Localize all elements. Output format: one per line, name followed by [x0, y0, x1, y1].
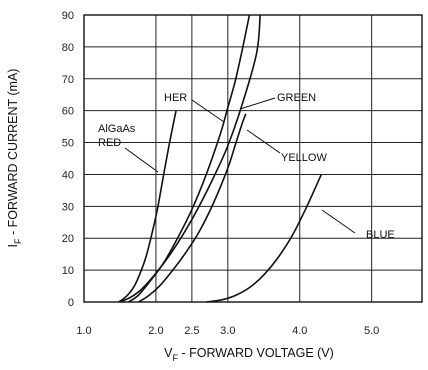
x-tick-label: 3.0 — [220, 325, 235, 337]
tick-labels: 0 10 20 30 40 50 60 70 80 90 1.0 2.0 2.5 3.0 4.0 5.0 — [62, 10, 380, 337]
series-label-her: HER — [164, 92, 187, 104]
series-label-algaas-red: AlGaAs — [98, 123, 136, 135]
series-label-yellow: YELLOW — [281, 152, 327, 164]
grid — [84, 15, 422, 302]
y-tick-label: 80 — [62, 42, 74, 54]
x-axis-label: VF - FORWARD VOLTAGE (V) — [164, 346, 334, 363]
y-tick-label: 30 — [62, 201, 74, 213]
x-tick-label: 1.0 — [76, 325, 91, 337]
series-label-green: GREEN — [277, 92, 316, 104]
y-tick-label: 40 — [62, 169, 74, 181]
series-label-algaas-red: RED — [98, 137, 121, 149]
x-tick-label: 5.0 — [364, 325, 379, 337]
y-tick-label: 10 — [62, 265, 74, 277]
y-tick-label: 70 — [62, 74, 74, 86]
y-tick-label: 20 — [62, 233, 74, 245]
leader-line-blue — [322, 210, 355, 233]
x-tick-label: 4.0 — [292, 325, 307, 337]
series-line-her — [120, 15, 260, 302]
y-tick-label: 50 — [62, 138, 74, 150]
y-tick-label: 60 — [62, 106, 74, 118]
x-tick-label: 2.0 — [148, 325, 163, 337]
leader-line-green — [240, 98, 275, 109]
leader-line-yellow — [247, 130, 280, 153]
y-tick-label: 90 — [62, 10, 74, 22]
series-label-blue: BLUE — [366, 229, 395, 241]
y-axis-label: IF - FORWARD CURRENT (mA) — [6, 69, 23, 248]
y-tick-label: 0 — [68, 297, 74, 309]
x-tick-label: 2.5 — [184, 325, 199, 337]
leader-line-algaas-red — [125, 148, 158, 172]
